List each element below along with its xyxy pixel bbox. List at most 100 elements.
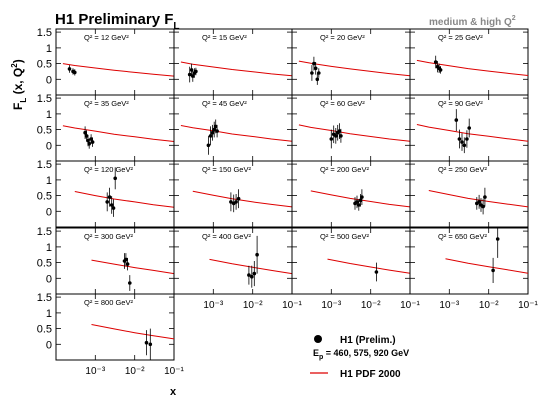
pdf-curve <box>91 259 175 275</box>
panel: Q² = 250 GeV² <box>409 160 529 228</box>
x-axis-label: x <box>170 386 177 398</box>
x-tick-label: 10⁻³ <box>203 300 223 311</box>
y-tick-label: 1.5 <box>37 159 52 171</box>
data-point <box>124 257 128 262</box>
data-point <box>329 137 334 141</box>
pdf-curve <box>445 258 529 274</box>
data-point <box>111 206 116 210</box>
panel: Q² = 400 GeV² <box>173 227 293 295</box>
data-point <box>355 200 359 204</box>
panel: Q² = 45 GeV² <box>173 94 293 162</box>
data-point <box>194 69 198 74</box>
y-tick-label: 0 <box>46 206 52 218</box>
panel-q2-label: Q² = 120 GeV² <box>84 165 133 174</box>
panel: Q² = 200 GeV² <box>291 160 411 228</box>
pdf-curve <box>298 60 411 77</box>
data-point <box>90 140 95 144</box>
panel: Q² = 15 GeV² <box>173 28 293 96</box>
panel-q2-label: Q² = 250 GeV² <box>438 165 487 174</box>
pdf-curve <box>428 190 529 208</box>
legend-data-marker <box>314 335 322 343</box>
y-tick-label: 1.5 <box>37 226 52 238</box>
data-point <box>187 72 192 77</box>
data-point <box>125 262 130 266</box>
pdf-curve <box>209 258 293 275</box>
pdf-curve <box>91 324 175 340</box>
panel-frame <box>55 293 175 361</box>
data-point <box>208 134 213 138</box>
panel: Q² = 12 GeV² <box>55 28 175 96</box>
data-point <box>315 77 320 82</box>
panel-q2-label: Q² = 60 GeV² <box>320 99 365 108</box>
panel: Q² = 300 GeV² <box>55 227 175 295</box>
data-point <box>210 130 215 135</box>
data-point <box>87 141 91 146</box>
data-point <box>191 74 195 78</box>
panel: Q² = 25 GeV² <box>409 28 529 96</box>
data-point <box>460 140 464 144</box>
data-point <box>317 71 321 75</box>
data-point <box>438 68 443 72</box>
legend-curve-label: H1 PDF 2000 <box>340 369 401 380</box>
panel-q2-label: Q² = 20 GeV² <box>320 33 365 42</box>
y-tick-label: 1 <box>46 43 52 55</box>
panel: Q² = 650 GeV² <box>409 227 529 295</box>
panel-q2-label: Q² = 25 GeV² <box>438 33 483 42</box>
data-point <box>465 137 469 141</box>
panel: Q² = 800 GeV² <box>55 293 175 361</box>
panel-q2-label: Q² = 12 GeV² <box>84 33 129 42</box>
data-point <box>229 200 233 204</box>
y-tick-label: 0 <box>46 339 52 351</box>
y-tick-label: 0 <box>46 140 52 152</box>
panel-q2-label: Q² = 300 GeV² <box>84 232 133 241</box>
data-point <box>113 176 117 181</box>
x-tick-label: 10⁻² <box>125 366 145 377</box>
panel-frame <box>409 160 529 228</box>
data-point <box>334 134 338 138</box>
data-point <box>467 126 472 130</box>
data-point <box>206 143 211 148</box>
panel-q2-label: Q² = 400 GeV² <box>202 232 251 241</box>
panel-frame <box>409 227 529 295</box>
y-tick-label: 1 <box>46 242 52 254</box>
y-tick-label: 0.5 <box>37 191 52 203</box>
legend: H1 (Prelim.) Ep = 460, 575, 920 GeV H1 P… <box>310 335 409 380</box>
data-point <box>234 200 238 204</box>
pdf-curve <box>74 191 175 208</box>
data-point <box>462 143 467 148</box>
pdf-curve <box>416 124 529 142</box>
y-tick-label: 1 <box>46 109 52 121</box>
data-point <box>109 203 114 207</box>
panel: Q² = 60 GeV² <box>291 94 411 162</box>
pdf-curve <box>62 63 175 77</box>
data-point <box>128 281 132 285</box>
data-point <box>215 129 219 133</box>
data-point <box>337 129 342 133</box>
data-point <box>89 137 93 141</box>
data-point <box>247 273 251 277</box>
pdf-curve <box>180 61 293 77</box>
x-tick-label: 10⁻¹ <box>164 366 184 377</box>
data-point <box>358 198 363 203</box>
y-tick-label: 1 <box>46 175 52 187</box>
y-tick-label: 0 <box>46 74 52 86</box>
data-point <box>491 268 495 273</box>
data-point <box>483 195 487 199</box>
y-tick-label: 0.5 <box>37 324 52 336</box>
panel: Q² = 35 GeV² <box>55 94 175 162</box>
legend-beam-energies: Ep = 460, 575, 920 GeV <box>313 348 409 361</box>
panel-q2-label: Q² = 800 GeV² <box>84 298 133 307</box>
legend-data-label: H1 (Prelim.) <box>340 335 396 346</box>
data-point <box>457 137 462 141</box>
panel: Q² = 20 GeV² <box>291 28 411 96</box>
data-point <box>339 134 343 138</box>
figure-subtitle: medium & high Q2 <box>429 15 516 28</box>
y-tick-label: 0.5 <box>37 59 52 71</box>
data-point <box>454 118 459 122</box>
data-point <box>84 134 89 138</box>
data-point <box>357 203 361 207</box>
figure-title: H1 Preliminary FL <box>55 11 180 32</box>
data-point <box>360 195 364 199</box>
data-point <box>374 270 379 274</box>
